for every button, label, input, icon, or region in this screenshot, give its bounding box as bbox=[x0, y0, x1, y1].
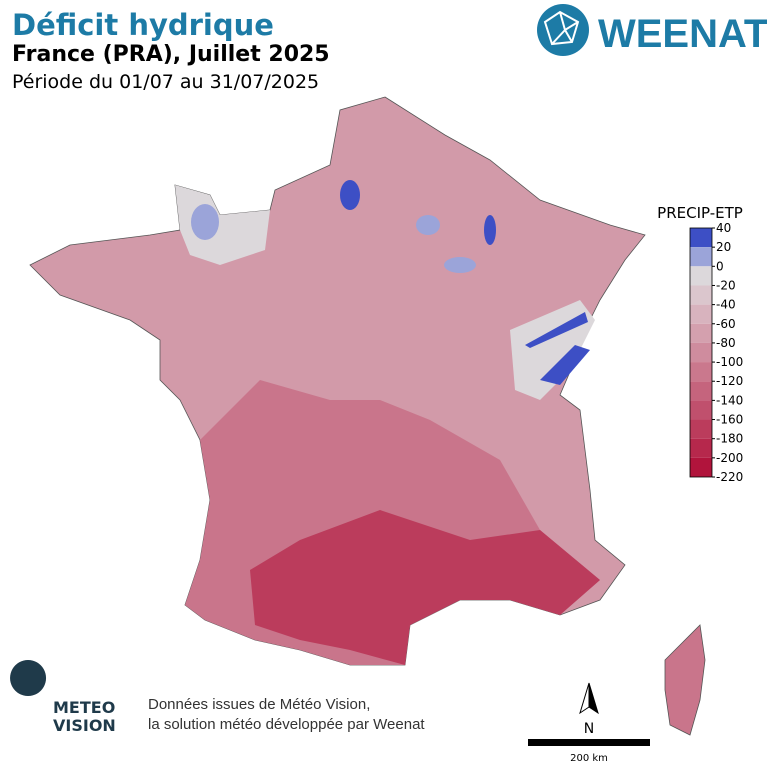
legend-tick-label: -220 bbox=[716, 470, 743, 484]
legend-tick-label: 40 bbox=[716, 221, 731, 235]
map bbox=[29, 96, 706, 736]
legend-tick-label: 20 bbox=[716, 240, 731, 254]
title: Déficit hydrique bbox=[12, 8, 274, 42]
legend-tick-label: -20 bbox=[716, 278, 736, 292]
meteovision-icon bbox=[10, 660, 47, 696]
region bbox=[191, 204, 219, 240]
logo-icon bbox=[537, 4, 589, 56]
legend-bin bbox=[690, 438, 712, 458]
source-line: la solution météo développée par Weenat bbox=[148, 716, 425, 733]
legend-bin bbox=[690, 285, 712, 305]
region bbox=[525, 312, 588, 348]
region bbox=[340, 180, 360, 210]
scale-bar bbox=[528, 739, 650, 746]
legend-tick-label: -120 bbox=[716, 374, 743, 388]
legend-bin bbox=[690, 228, 712, 248]
period: Période du 01/07 au 31/07/2025 bbox=[12, 71, 319, 93]
legend-bin bbox=[690, 304, 712, 324]
legend: PRECIP-ETP 40 20 0 -20 -40 -60 -80 -100 -120 -140… bbox=[657, 204, 743, 484]
logo-network bbox=[543, 10, 580, 46]
legend-bin bbox=[690, 266, 712, 286]
legend-tick-label: -60 bbox=[716, 317, 736, 331]
legend-tick-label: -200 bbox=[716, 451, 743, 465]
legend-bin bbox=[690, 381, 712, 401]
weenat-logo: WEENAT bbox=[537, 4, 767, 56]
legend-tick-label: -160 bbox=[716, 413, 743, 427]
corsica bbox=[664, 624, 706, 736]
legend-bin bbox=[690, 323, 712, 343]
legend-frame bbox=[689, 227, 713, 478]
region bbox=[540, 345, 590, 385]
legend-bin bbox=[690, 419, 712, 439]
legend-bin bbox=[690, 457, 712, 477]
region bbox=[175, 185, 270, 265]
legend-tick-label: -80 bbox=[716, 336, 736, 350]
legend-tick-label: -100 bbox=[716, 355, 743, 369]
footer: METEO VISION Données issues de Météo Vis… bbox=[10, 660, 650, 764]
legend-tick-label: 0 bbox=[716, 259, 724, 273]
source-line: Données issues de Météo Vision, bbox=[148, 696, 370, 713]
scale-label: 200 km bbox=[570, 753, 608, 764]
region bbox=[250, 510, 600, 665]
region bbox=[416, 215, 440, 235]
legend-title: PRECIP-ETP bbox=[657, 204, 743, 222]
meteovision-icon-ring bbox=[18, 704, 38, 724]
region bbox=[444, 257, 476, 273]
subtitle: France (PRA), Juillet 2025 bbox=[12, 42, 330, 67]
legend-tick-label: -140 bbox=[716, 393, 743, 407]
brand-bottom: VISION bbox=[53, 716, 116, 735]
north-arrow bbox=[588, 682, 599, 715]
legend-bin bbox=[690, 342, 712, 363]
legend-bin bbox=[690, 400, 712, 420]
brand-top: METEO bbox=[53, 698, 115, 717]
legend-bin bbox=[690, 247, 712, 267]
legend-tick-label: -40 bbox=[716, 298, 736, 312]
logo-text: WEENAT bbox=[598, 12, 767, 56]
legend-bin bbox=[690, 362, 712, 382]
north-label: N bbox=[584, 721, 594, 737]
region bbox=[484, 215, 496, 245]
legend-tick-label: -180 bbox=[716, 432, 743, 446]
